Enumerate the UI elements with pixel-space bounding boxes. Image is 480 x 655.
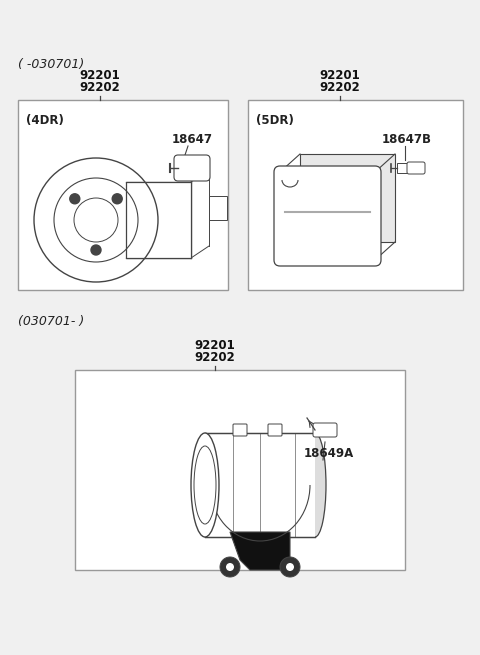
Text: ( -030701): ( -030701) <box>18 58 84 71</box>
Bar <box>75 370 405 570</box>
FancyBboxPatch shape <box>274 166 381 266</box>
Text: 92202: 92202 <box>80 81 120 94</box>
Text: (030701- ): (030701- ) <box>18 315 84 328</box>
Text: (5DR): (5DR) <box>256 114 294 127</box>
Text: 18647B: 18647B <box>382 133 432 146</box>
Circle shape <box>286 563 294 571</box>
Circle shape <box>280 557 300 577</box>
Circle shape <box>226 563 234 571</box>
Text: 92201: 92201 <box>320 69 360 82</box>
Text: 92201: 92201 <box>80 69 120 82</box>
Bar <box>209 196 227 220</box>
FancyBboxPatch shape <box>233 424 247 436</box>
Ellipse shape <box>304 433 326 537</box>
Ellipse shape <box>194 446 216 524</box>
Circle shape <box>112 194 122 204</box>
Text: 18649A: 18649A <box>304 447 354 460</box>
Text: 92202: 92202 <box>194 351 235 364</box>
Polygon shape <box>300 154 395 242</box>
Circle shape <box>91 245 101 255</box>
Ellipse shape <box>191 433 219 537</box>
Bar <box>18 100 228 290</box>
FancyBboxPatch shape <box>268 424 282 436</box>
Bar <box>397 163 409 173</box>
Bar <box>205 433 315 537</box>
FancyBboxPatch shape <box>313 423 337 437</box>
Bar <box>248 100 463 290</box>
Text: 18647: 18647 <box>171 133 213 146</box>
Text: (4DR): (4DR) <box>26 114 64 127</box>
Circle shape <box>70 194 80 204</box>
Text: 92202: 92202 <box>320 81 360 94</box>
Polygon shape <box>126 182 191 258</box>
Circle shape <box>220 557 240 577</box>
FancyBboxPatch shape <box>407 162 425 174</box>
Text: 92201: 92201 <box>194 339 235 352</box>
FancyBboxPatch shape <box>174 155 210 181</box>
Polygon shape <box>230 532 290 570</box>
